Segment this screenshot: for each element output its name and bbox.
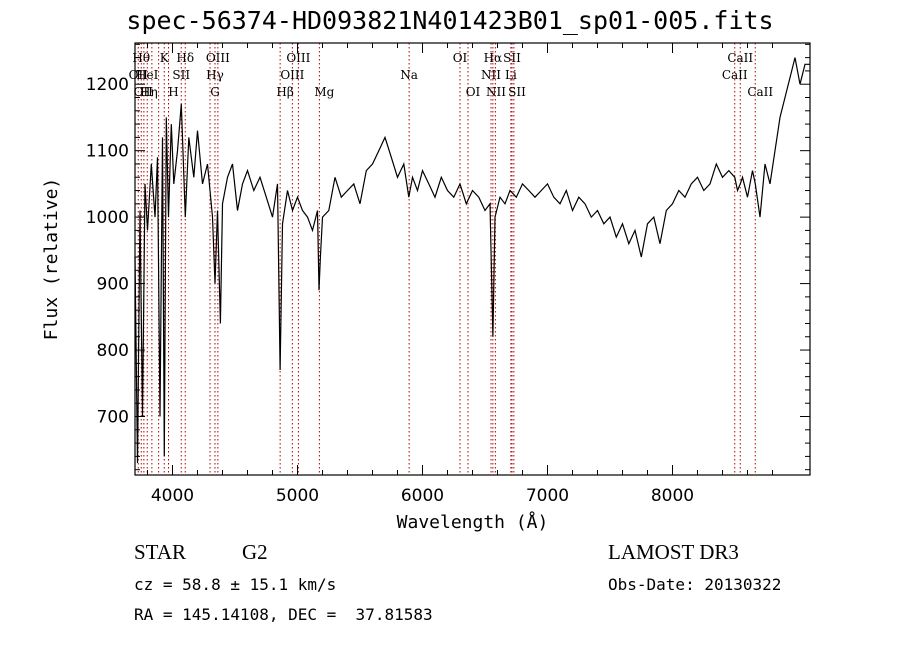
y-axis-ticks: 700 800 900 1000 1100 1200 [86, 43, 810, 471]
y-tick-label: 1200 [86, 75, 129, 95]
line-label: Hδ [176, 51, 194, 65]
y-tick-label: 1000 [86, 208, 129, 228]
obs-date-text: Obs-Date: 20130322 [608, 575, 782, 594]
y-tick-label: 700 [97, 408, 129, 428]
line-label: SII [503, 51, 521, 65]
line-label: Hθ [132, 51, 150, 65]
line-label: HeI [136, 68, 159, 82]
x-axis-ticks: 4000 5000 6000 7000 8000 [147, 43, 773, 506]
line-label: OIII [286, 51, 310, 65]
line-label: OII [134, 85, 154, 99]
line-label: Hγ [206, 68, 224, 82]
line-label: CaII [727, 51, 753, 65]
y-tick-label: 800 [97, 341, 129, 361]
x-axis-label: Wavelength (Å) [397, 511, 549, 533]
object-class: STAR [134, 540, 186, 564]
line-label: SII [172, 68, 190, 82]
line-label: OI [453, 51, 468, 65]
x-tick-label: 8000 [651, 486, 694, 506]
line-label: Na [400, 68, 418, 82]
x-tick-label: 6000 [401, 486, 444, 506]
y-axis-label: Flux (relative) [41, 178, 62, 341]
y-tick-label: 900 [97, 275, 129, 295]
object-subclass: G2 [242, 540, 268, 564]
spectrum-line [134, 57, 810, 464]
line-label: Hα [484, 51, 503, 65]
line-label: Li [505, 68, 517, 82]
coordinates-text: RA = 145.14108, DEC = 37.81583 [134, 605, 433, 624]
y-tick-label: 1100 [86, 142, 129, 162]
line-label: NII [481, 68, 501, 82]
line-label: CaII [747, 85, 773, 99]
line-label: OII [129, 68, 149, 82]
survey-name: LAMOST DR3 [608, 540, 739, 564]
redshift-text: cz = 58.8 ± 15.1 km/s [134, 575, 337, 594]
plot-frame [134, 42, 811, 476]
line-label: Hη [140, 85, 158, 99]
chart-title: spec-56374-HD093821N401423B01_sp01-005.f… [126, 6, 774, 35]
line-label: NII [486, 85, 506, 99]
line-label: K [160, 51, 170, 65]
emission-line-markers [137, 43, 756, 475]
x-tick-label: 7000 [526, 486, 569, 506]
line-label: Mg [314, 85, 334, 99]
line-label: SII [508, 85, 526, 99]
x-tick-label: 5000 [276, 486, 319, 506]
x-tick-label: 4000 [151, 486, 194, 506]
line-label: OIII [280, 68, 304, 82]
line-label: CaII [722, 68, 748, 82]
line-label: G [210, 85, 220, 99]
line-label: H [168, 85, 178, 99]
line-label: OIII [206, 51, 230, 65]
line-label: OI [466, 85, 481, 99]
line-label: Hβ [276, 85, 293, 99]
